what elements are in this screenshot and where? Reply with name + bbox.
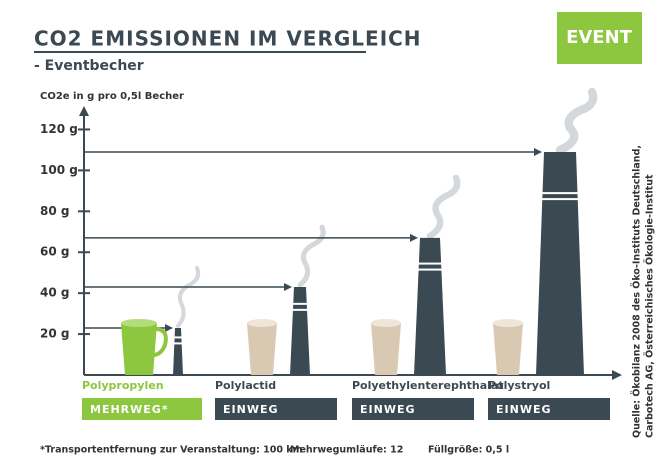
y-tick-label: 100 g <box>40 163 78 177</box>
tag: EINWEG <box>360 403 416 416</box>
chimney-stripe <box>290 303 310 305</box>
category-label: Polylactid <box>215 379 276 392</box>
chimney-stripe <box>414 269 446 271</box>
subtitle: - Eventbecher <box>34 58 144 74</box>
source-line: Carbotech AG, Österreichisches Ökologie-… <box>645 174 656 438</box>
footnote: Füllgröße: 0,5 l <box>428 445 509 456</box>
chimney-stripe <box>173 336 183 338</box>
chimney-stripe <box>536 198 584 200</box>
cup <box>371 323 401 375</box>
y-tick-label: 60 g <box>40 245 69 259</box>
cup <box>493 323 523 375</box>
cup-rim <box>247 319 277 327</box>
category-label: Polystryol <box>488 379 550 392</box>
chimney-stripe <box>414 263 446 265</box>
mug <box>121 323 157 375</box>
badge: EVENT <box>566 27 633 48</box>
y-axis-label: CO2e in g pro 0,5l Becher <box>40 91 184 102</box>
chimney-stripe <box>290 309 310 311</box>
cup-rim <box>371 319 401 327</box>
chart-title: CO2 EMISSIONEN IM VERGLEICH <box>34 27 422 51</box>
y-tick-label: 80 g <box>40 204 69 218</box>
category-label: Polyethylenterephthalat <box>352 379 504 392</box>
mug-rim <box>121 319 157 327</box>
y-tick-label: 20 g <box>40 327 69 341</box>
chart: CO2 EMISSIONEN IM VERGLEICH - Eventbeche… <box>0 0 667 459</box>
cup-rim <box>493 319 523 327</box>
category-label: Polypropylen <box>82 379 164 392</box>
y-tick-label: 120 g <box>40 122 78 136</box>
tag: EINWEG <box>223 403 279 416</box>
chimney <box>536 152 584 375</box>
chimney-stripe <box>536 192 584 194</box>
tag: MEHRWEG* <box>90 403 169 416</box>
cup <box>247 323 277 375</box>
chimney-stripe <box>173 342 183 344</box>
tag: EINWEG <box>496 403 552 416</box>
footnote: *Transportentfernung zur Veranstaltung: … <box>40 445 303 456</box>
footnote: Mehrwegumläufe: 12 <box>290 445 403 456</box>
source-line: Quelle: Ökobilanz 2008 des Öko-Instituts… <box>632 145 643 438</box>
y-tick-label: 40 g <box>40 286 69 300</box>
